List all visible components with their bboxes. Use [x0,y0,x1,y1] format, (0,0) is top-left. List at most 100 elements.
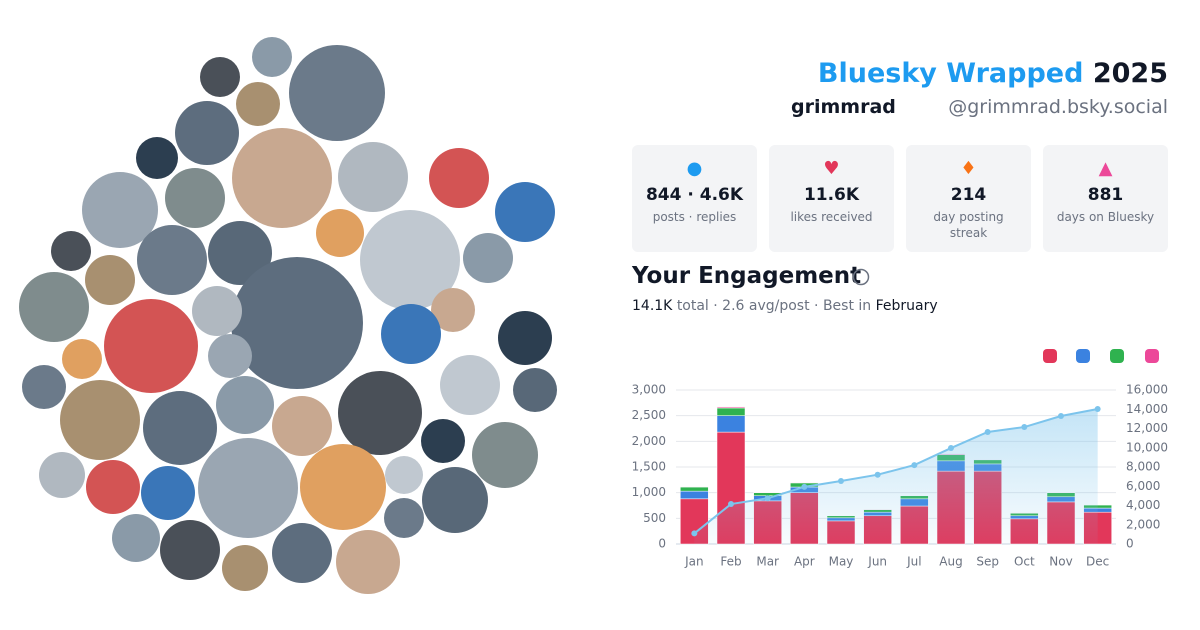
stat-label: posts · replies [652,210,737,224]
line-point [948,445,954,452]
avatar [385,456,423,494]
icon: ♦ [960,158,977,179]
bar-segment [790,492,819,545]
avatar-cloud [19,37,557,594]
year: 2025 [1092,58,1168,89]
bar-segment [1010,518,1039,545]
bar-segment [1083,507,1112,513]
y-tick-label: 1,500 [632,460,666,474]
title: Bluesky Wrapped 2025 [818,58,1168,89]
icon: ♥ [823,158,840,179]
bar-segment [716,431,746,545]
bar-segment [936,470,966,545]
y2-tick-label: 2,000 [1126,517,1160,531]
bar-segment [826,515,856,519]
bar-segment [753,492,782,496]
bar-segment [753,500,782,545]
cumulative-line [693,407,1098,535]
bar-segment [1046,492,1076,498]
y2-tick-label: 16,000 [1126,383,1168,397]
bar-segment [1046,501,1076,545]
avatar [143,391,217,465]
y2-tick-label: 10,000 [1126,440,1168,454]
avatar [272,523,332,583]
avatar [422,467,488,533]
avatar [421,419,465,463]
y-tick-label: 2,000 [632,434,666,448]
bar-segment [716,415,746,433]
y2-tick-label: 0 [1126,537,1134,551]
avatar [440,355,500,415]
stat-label: day posting streak [933,210,1004,240]
avatar [495,182,555,242]
avatar [513,368,557,412]
x-tick-label: Jul [906,555,921,569]
x-tick-label: Jun [867,555,887,569]
avatar [82,172,158,248]
line-point [1058,412,1064,419]
avatar [136,137,178,179]
brand: Bluesky Wrapped [817,58,1084,89]
user-name: grimmrad [791,96,896,118]
x-tick-label: Feb [720,555,741,569]
bar-segment [790,482,819,484]
avatar [200,57,240,97]
avatar [336,530,400,594]
line-point [1094,405,1101,412]
stat-card: ♦ 214 day posting streak [906,145,1031,252]
cumulative-area [694,408,1098,544]
avatar [104,299,198,393]
bar-segment [1046,496,1076,503]
y-tick-label: 2,500 [632,408,666,422]
bar-segment [1046,491,1076,493]
avatar [272,396,332,456]
bar-segment [826,517,856,522]
x-tick-label: Mar [756,555,779,569]
avatar [300,444,386,530]
stat-value: 881 [1087,185,1124,205]
summary-text: total · 2.6 avg/post · Best in [676,298,872,314]
line-point [764,495,771,502]
bar-segment [936,460,966,472]
line-point [911,462,918,469]
avatar [39,452,85,498]
avatar [165,168,225,228]
x-tick-label: Dec [1086,555,1109,569]
bar-segment [1083,511,1112,545]
bar-segment [863,515,892,545]
bar-segment [973,459,1002,465]
stat-value: 11.6K [803,185,860,205]
avatar [141,466,195,520]
total: 14.1K [632,298,673,314]
avatar [232,128,332,228]
avatar [51,231,91,271]
avatar [192,286,242,336]
avatar [175,101,239,165]
avatar [160,520,220,580]
avatar [222,545,268,591]
avatar [137,225,207,295]
bar-segment [680,490,709,500]
line-point [691,530,698,537]
bar-segment [716,407,746,416]
avatar [85,255,135,305]
avatar [338,371,422,455]
y2-tick-label: 12,000 [1126,421,1168,435]
bar-segment [1010,512,1039,517]
line-point [801,483,808,490]
stat-value: 214 [950,185,987,205]
avatar [472,422,538,488]
x-tick-label: Nov [1049,555,1072,569]
bar-segment [900,505,929,545]
bar-segment [863,511,892,517]
avatar [316,209,364,257]
stat-value: 844 · 4.6K [645,185,744,205]
avatar [208,221,272,285]
avatar [431,288,475,332]
bar-segment [680,486,709,488]
stat-card: ▲ 881 days on Bluesky [1043,145,1168,252]
avatar [252,37,292,77]
bar-segment [973,463,1002,472]
y-tick-label: 3,000 [632,383,666,397]
